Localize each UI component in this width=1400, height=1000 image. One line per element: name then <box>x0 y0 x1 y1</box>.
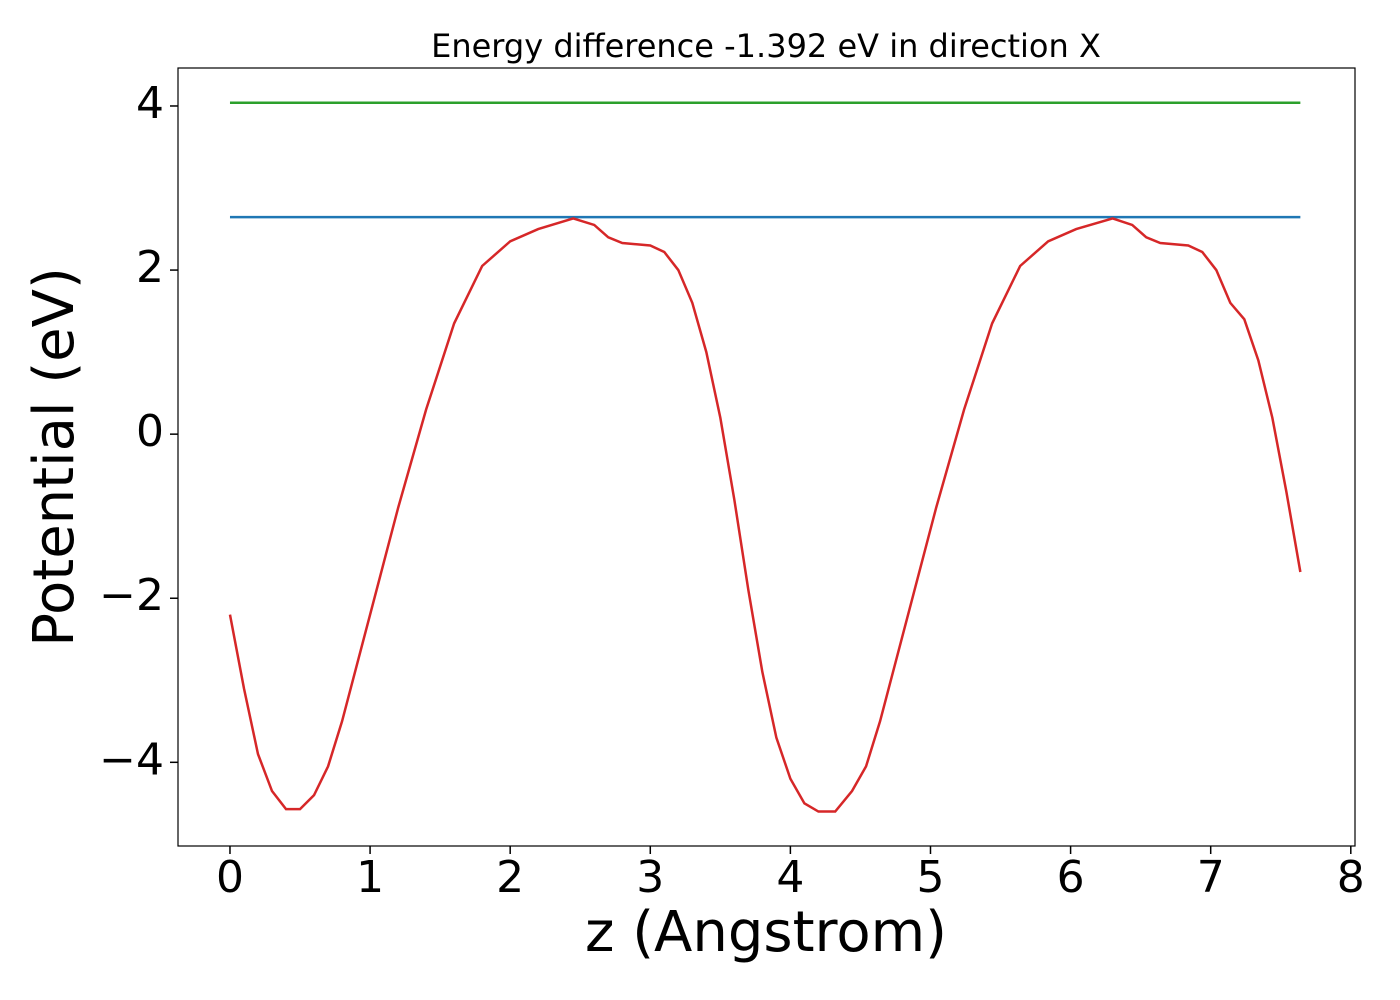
x-tick-label: 0 <box>216 852 244 903</box>
x-tick-label: 7 <box>1197 852 1225 903</box>
x-tick-label: 4 <box>776 852 804 903</box>
y-tick-label: −2 <box>99 570 164 621</box>
x-tick-label: 5 <box>916 852 944 903</box>
x-tick-label: 2 <box>496 852 524 903</box>
x-tick-label: 3 <box>636 852 664 903</box>
y-axis-label: Potential (eV) <box>22 267 87 647</box>
x-axis-label: z (Angstrom) <box>585 900 947 965</box>
x-tick-label: 1 <box>356 852 384 903</box>
line-series <box>228 217 1302 813</box>
plot-frame <box>177 67 1356 847</box>
x-tick-label: 8 <box>1337 852 1365 903</box>
y-tick-label: −4 <box>99 734 164 785</box>
y-tick-label: 2 <box>136 242 164 293</box>
chart-title: Energy difference -1.392 eV in direction… <box>431 27 1101 65</box>
x-tick-label: 6 <box>1057 852 1085 903</box>
y-tick-label: 4 <box>136 78 164 129</box>
y-tick-label: 0 <box>136 406 164 457</box>
